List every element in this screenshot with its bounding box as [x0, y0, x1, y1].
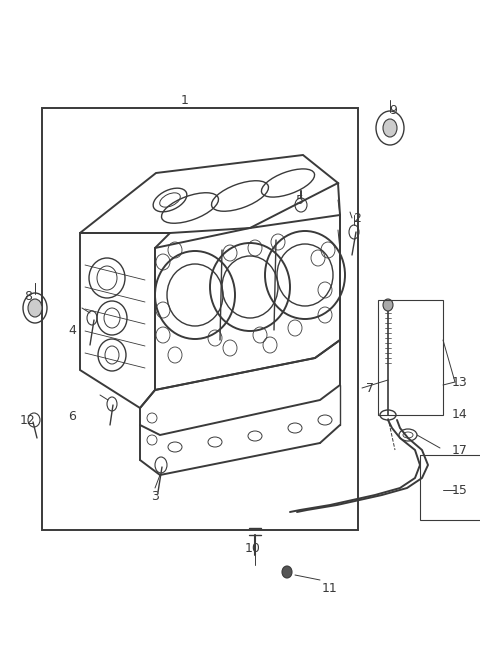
- Text: 15: 15: [452, 483, 468, 497]
- Bar: [378, 300, 443, 415]
- Text: 14: 14: [452, 409, 468, 422]
- Text: 12: 12: [20, 413, 36, 426]
- Text: 11: 11: [322, 581, 338, 594]
- Text: 17: 17: [452, 443, 468, 457]
- Text: 13: 13: [452, 375, 468, 388]
- Text: 1: 1: [181, 94, 189, 106]
- Text: 8: 8: [24, 289, 32, 302]
- Bar: [420, 455, 480, 520]
- Text: 9: 9: [389, 104, 397, 117]
- Text: 4: 4: [68, 323, 76, 337]
- Ellipse shape: [28, 299, 42, 317]
- Text: 3: 3: [151, 491, 159, 504]
- Ellipse shape: [383, 119, 397, 137]
- Text: 7: 7: [366, 382, 374, 394]
- Ellipse shape: [282, 566, 292, 578]
- Text: 2: 2: [353, 211, 361, 224]
- Text: 5: 5: [296, 194, 304, 207]
- Bar: [42, 108, 358, 530]
- Text: 6: 6: [68, 409, 76, 422]
- Ellipse shape: [383, 299, 393, 311]
- Text: 10: 10: [245, 543, 261, 556]
